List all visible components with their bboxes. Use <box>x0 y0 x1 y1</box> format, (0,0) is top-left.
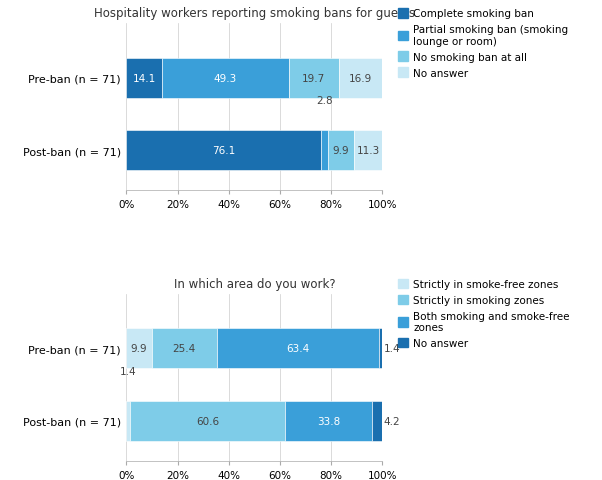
Bar <box>217 328 379 368</box>
Bar <box>371 401 382 441</box>
Text: 76.1: 76.1 <box>212 146 235 156</box>
Title: In which area do you work?: In which area do you work? <box>173 277 335 290</box>
Bar <box>339 59 382 98</box>
Text: 9.9: 9.9 <box>131 344 147 353</box>
Text: 4.2: 4.2 <box>383 416 400 426</box>
Bar <box>126 401 130 441</box>
Bar <box>288 59 339 98</box>
Text: 60.6: 60.6 <box>196 416 219 426</box>
Bar <box>321 131 328 171</box>
Legend: Strictly in smoke-free zones, Strictly in smoking zones, Both smoking and smoke-: Strictly in smoke-free zones, Strictly i… <box>398 279 570 348</box>
Text: 19.7: 19.7 <box>302 73 326 84</box>
Text: 49.3: 49.3 <box>214 73 237 84</box>
Bar <box>126 131 321 171</box>
Text: 63.4: 63.4 <box>286 344 309 353</box>
Text: 1.4: 1.4 <box>384 344 400 353</box>
Title: Hospitality workers reporting smoking bans for guests: Hospitality workers reporting smoking ba… <box>94 7 415 20</box>
Text: 1.4: 1.4 <box>120 366 137 376</box>
Bar <box>285 401 371 441</box>
Legend: Complete smoking ban, Partial smoking ban (smoking
lounge or room), No smoking b: Complete smoking ban, Partial smoking ba… <box>398 9 568 79</box>
Bar <box>163 59 288 98</box>
Bar <box>379 328 382 368</box>
Text: 25.4: 25.4 <box>173 344 196 353</box>
Bar <box>130 401 285 441</box>
Text: 2.8: 2.8 <box>317 96 333 106</box>
Text: 33.8: 33.8 <box>317 416 340 426</box>
Bar <box>353 131 382 171</box>
Bar <box>126 328 152 368</box>
Bar <box>126 59 163 98</box>
Bar <box>328 131 353 171</box>
Bar <box>152 328 217 368</box>
Text: 14.1: 14.1 <box>133 73 156 84</box>
Text: 9.9: 9.9 <box>333 146 349 156</box>
Text: 16.9: 16.9 <box>349 73 372 84</box>
Text: 11.3: 11.3 <box>356 146 380 156</box>
